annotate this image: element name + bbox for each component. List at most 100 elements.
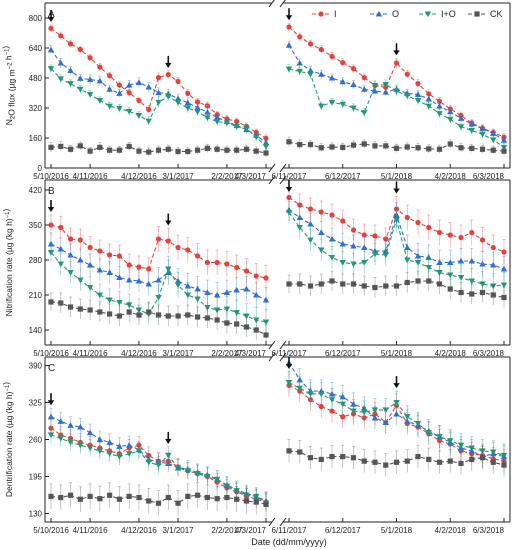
- data-point: [285, 209, 293, 216]
- y-tick-label: 260: [29, 436, 43, 445]
- y-tick-label: 480: [29, 74, 43, 83]
- data-point: [350, 66, 357, 72]
- data-point: [48, 144, 54, 150]
- data-point: [116, 454, 123, 460]
- y-tick-label: 210: [29, 291, 43, 300]
- data-point: [185, 493, 191, 499]
- data-point: [224, 261, 230, 267]
- data-point: [479, 237, 486, 243]
- data-point: [490, 459, 496, 465]
- data-point: [87, 148, 93, 154]
- legend-marker: [318, 11, 324, 17]
- fertilization-arrow: [393, 181, 400, 194]
- data-point: [184, 292, 192, 299]
- fertilization-arrow: [285, 357, 293, 369]
- data-point: [253, 134, 260, 141]
- data-point: [426, 278, 432, 284]
- data-point: [136, 494, 142, 501]
- axis-break-mark: [279, 340, 287, 350]
- data-point: [262, 296, 270, 303]
- data-point: [447, 141, 453, 147]
- data-point: [47, 413, 55, 420]
- data-point: [447, 438, 454, 444]
- data-point: [87, 244, 93, 251]
- data-point: [371, 82, 379, 89]
- data-point: [458, 234, 464, 241]
- series-ck: [48, 482, 269, 517]
- y-tick-label: 390: [29, 362, 43, 371]
- data-point: [116, 82, 123, 88]
- x-tick-label: 5/10/2016: [33, 526, 69, 535]
- legend-label: CK: [490, 9, 503, 19]
- data-point: [372, 143, 378, 149]
- data-point: [447, 116, 454, 123]
- legend-item-i: I: [312, 9, 337, 19]
- data-point: [233, 123, 240, 130]
- data-point: [223, 306, 231, 313]
- data-point: [194, 253, 201, 259]
- data-point: [404, 458, 410, 464]
- data-point: [155, 500, 162, 506]
- data-point: [77, 75, 84, 81]
- data-point: [457, 442, 465, 449]
- legend-label: I: [334, 9, 337, 19]
- fertilization-arrow: [47, 393, 55, 406]
- data-point: [296, 224, 303, 231]
- x-tick-label: 5/1/2018: [381, 349, 413, 358]
- series-ipluso: [285, 201, 508, 299]
- data-point: [350, 81, 357, 88]
- data-point: [372, 284, 378, 291]
- data-point: [458, 289, 464, 296]
- data-point: [77, 46, 83, 53]
- data-point: [243, 498, 250, 504]
- series-ck: [48, 292, 269, 345]
- data-point: [213, 291, 221, 298]
- data-point: [174, 99, 182, 106]
- data-point: [479, 131, 486, 138]
- data-point: [165, 72, 171, 78]
- axis-break-mark: [279, 352, 287, 362]
- data-point: [175, 148, 181, 155]
- data-point: [204, 145, 210, 151]
- x-tick-label: 6/11/2017: [272, 526, 308, 535]
- data-point: [165, 452, 172, 459]
- data-point: [404, 257, 411, 264]
- data-point: [296, 59, 303, 66]
- data-point: [174, 465, 182, 472]
- data-point: [234, 264, 240, 271]
- data-point: [415, 219, 421, 226]
- fertilization-arrow: [285, 8, 293, 21]
- data-point: [307, 41, 314, 47]
- x-tick-label: 4/11/2016: [73, 526, 109, 535]
- data-point: [500, 282, 508, 289]
- x-tick-label: 3/1/2017: [162, 349, 194, 358]
- data-point: [165, 266, 172, 273]
- data-point: [106, 439, 113, 445]
- x-tick-label: 6/12/2017: [325, 349, 361, 358]
- data-point: [234, 321, 240, 327]
- data-point: [479, 289, 486, 296]
- data-point: [67, 67, 74, 74]
- y-axis-label: Dentrification rate (µg (kg h)−1): [1, 382, 14, 497]
- data-point: [194, 109, 201, 115]
- y-tick-label: 280: [29, 256, 43, 265]
- data-point: [340, 60, 346, 66]
- y-axis-label: Nitrification rate (µg (kg h)−1): [1, 209, 14, 317]
- data-point: [490, 147, 496, 153]
- x-tick-label: 4/12/2016: [121, 349, 157, 358]
- x-tick-label: 4/3/2017: [235, 172, 267, 181]
- data-point: [426, 91, 432, 97]
- axis-break-mark: [268, 352, 276, 362]
- data-point: [426, 224, 432, 231]
- data-point: [253, 148, 259, 154]
- data-point: [126, 143, 132, 150]
- data-point: [329, 278, 335, 284]
- data-point: [501, 462, 507, 468]
- data-point: [382, 407, 389, 414]
- data-point: [48, 25, 54, 31]
- axis-break-mark: [268, 175, 276, 185]
- data-point: [126, 309, 132, 315]
- data-point: [340, 281, 346, 287]
- data-point: [107, 252, 113, 258]
